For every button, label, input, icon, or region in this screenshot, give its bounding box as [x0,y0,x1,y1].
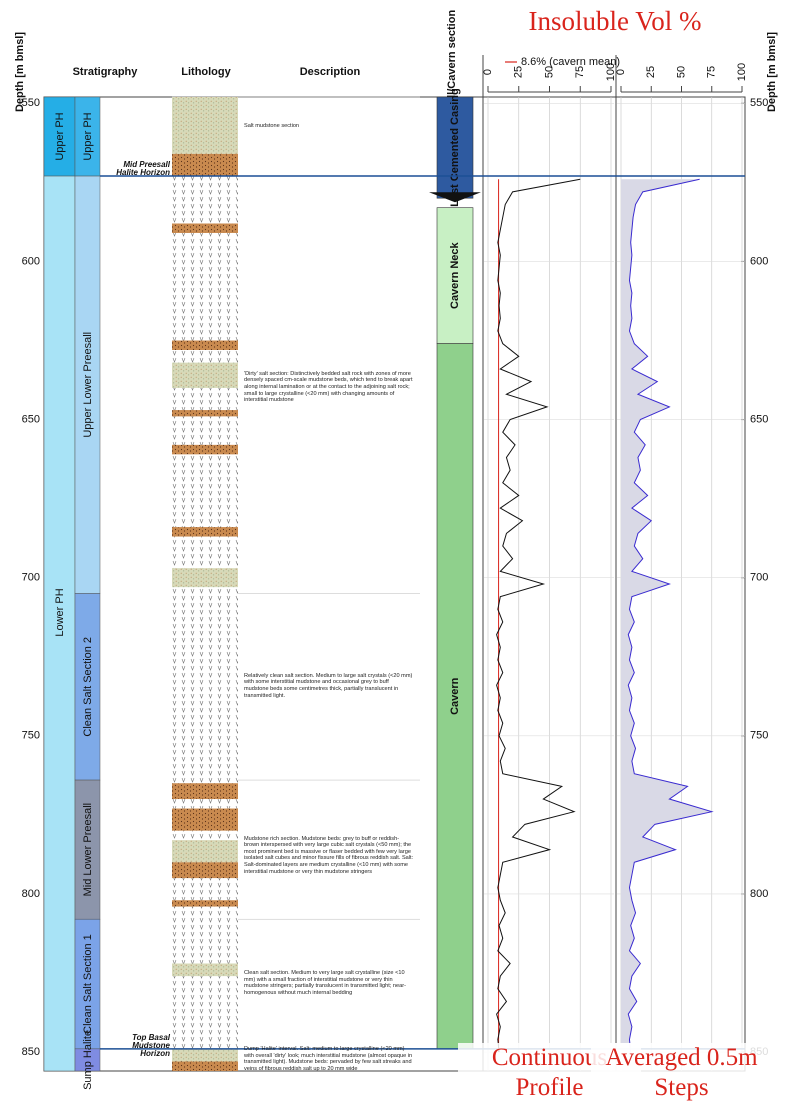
curve-fill [621,179,712,1053]
strat-group-label: Upper PH [54,112,66,160]
horizon-label: Top Basal Mudstone Horizon [132,1032,170,1058]
lithology-bed [172,568,238,588]
x-tick-label: 50 [675,66,687,78]
y-tick-label: 750 [22,730,40,742]
x-tick-label: 100 [605,63,617,81]
lithology-bed [172,808,238,831]
strat-unit [74,593,101,781]
y-tick-label: 750 [750,730,768,742]
x-tick-label: 50 [543,66,555,78]
x-tick-label: 100 [736,63,748,81]
y-tick-label: 800 [22,888,40,900]
strat-unit [74,96,101,177]
y-tick-label: 700 [750,572,768,584]
y-tick-label: 700 [22,572,40,584]
well-section [436,96,474,199]
lithology-bed [172,410,238,417]
x-tick-label: 0 [482,69,494,75]
horizon-label: Mid Preesall Halite Horizon [116,160,170,178]
description: Salt mudstone section [244,122,300,129]
y-tick-label: 850 [22,1046,40,1058]
column-header: Lithology [181,66,231,78]
description: 'Dirty' salt section: Distinctively bedd… [244,370,413,404]
lithology-bed [172,1061,238,1071]
annotation: Averaged 0.5m Steps [591,1043,772,1103]
strat-unit [74,175,101,594]
chart-title: Insoluble Vol % [528,6,702,36]
strat-unit [74,1048,101,1072]
y-tick-label: 550 [22,97,40,109]
strat-unit-label: Upper Lower Preesall [82,332,94,438]
description: Mudstone rich section. Mudstone beds: gr… [244,835,414,875]
casing-shoe [429,192,481,203]
x-tick-label: 25 [513,66,525,78]
lithology-bed [172,223,238,233]
lithology-bed [172,840,238,863]
description: Relatively clean salt section. Medium to… [244,672,413,699]
curve [627,178,714,1053]
depth-axis-label: Depth [m bmsl] [766,32,778,112]
column-header: Stratigraphy [73,66,139,78]
y-tick-label: 650 [22,413,40,425]
y-tick-label: 800 [750,888,768,900]
y-tick-label: 600 [750,255,768,267]
description: Clean salt section. Medium to very large… [244,970,406,996]
strat-unit-label: Mid Lower Preesall [82,803,94,897]
strat-group [43,175,76,1072]
strat-unit [74,918,101,1050]
lithology-bed [172,862,238,879]
strat-unit-label: Sump Halite [82,1030,94,1090]
well-section [436,207,474,344]
strat-unit-label: Upper PH [82,112,94,160]
x-tick-label: 75 [574,66,586,78]
well-section [436,343,474,1050]
curve [496,178,581,1053]
strat-unit [74,779,101,920]
depth-axis-label: Depth [m bmsl] [14,32,26,112]
description: Dump 'Halite' interval. Salt: medium to … [244,1045,413,1072]
x-tick-label: 25 [645,66,657,78]
lithology-bed [172,527,238,537]
strat-group-label: Lower PH [54,588,66,636]
column-header: Description [300,66,361,78]
y-tick-label: 650 [750,413,768,425]
x-tick-label: 0 [615,69,627,75]
y-tick-label: 550 [750,97,768,109]
lithology-bed [172,444,238,455]
lithology-bed [172,362,238,388]
lithology-bed [172,97,238,154]
well-section-label: Last Cemented Casing [449,88,461,207]
lithology-bed [172,153,238,177]
column-header: Well/Cavern section [446,10,458,115]
strat-unit-label: Clean Salt Section 2 [82,637,94,737]
strat-unit-label: Clean Salt Section 1 [82,934,94,1034]
well-section-label: Cavern [449,677,461,715]
strat-group [43,96,76,177]
well-section-label: Cavern Neck [449,241,461,309]
lithology-bed [172,900,238,907]
legend-label: 8.6% (cavern mean) [521,56,620,68]
x-tick-label: 75 [706,66,718,78]
lithology-bed [172,963,238,977]
lithology-bed [172,1048,238,1062]
y-tick-label: 600 [22,255,40,267]
lithology-bed [172,783,238,800]
lithology-bed [172,340,238,350]
